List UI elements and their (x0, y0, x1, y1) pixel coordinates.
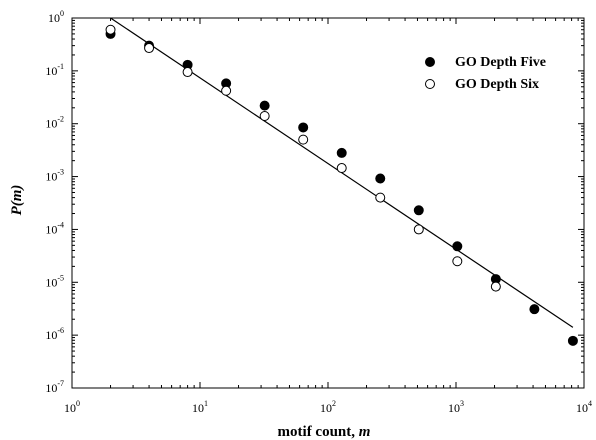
legend-label: GO Depth Five (455, 55, 546, 70)
tick-base: 10 (45, 117, 57, 131)
y-tick-label: 10-5 (45, 273, 64, 289)
data-point-series-2 (413, 224, 424, 235)
data-point-series-1 (567, 335, 578, 346)
legend-marker (425, 57, 435, 67)
y-tick-label: 100 (48, 9, 64, 25)
tick-exponent: 0 (76, 399, 80, 408)
tick-base: 10 (45, 275, 57, 289)
legend-label: GO Depth Six (455, 77, 539, 92)
legend-marker (425, 79, 435, 89)
tick-exponent: -6 (57, 326, 64, 335)
tick-base: 10 (576, 401, 588, 415)
tick-base: 10 (448, 401, 460, 415)
data-point-series-1 (529, 304, 540, 315)
tick-exponent: -4 (57, 220, 64, 229)
data-point-series-2 (452, 256, 463, 267)
data-point-series-2 (144, 43, 155, 54)
data-points-group (105, 24, 578, 346)
data-point-series-2 (375, 192, 386, 203)
data-point-series-2 (490, 281, 501, 292)
tick-base: 10 (45, 381, 57, 395)
y-tick-label: 10-6 (45, 326, 64, 342)
data-point-series-1 (259, 100, 270, 111)
data-point-series-1 (452, 241, 463, 252)
data-point-series-1 (413, 205, 424, 216)
tick-exponent: 3 (460, 399, 464, 408)
tick-exponent: 0 (60, 9, 64, 18)
y-tick-label: 10-3 (45, 168, 64, 184)
data-point-series-1 (336, 147, 347, 158)
tick-base: 10 (64, 401, 76, 415)
tick-exponent: 2 (332, 399, 336, 408)
y-tick-label: 10-4 (45, 220, 64, 236)
y-tick-label: 10-1 (45, 62, 64, 78)
y-tick-label: 10-2 (45, 115, 64, 131)
tick-base: 10 (45, 64, 57, 78)
data-point-series-1 (298, 122, 309, 133)
x-axis-title-variable: m (359, 424, 371, 440)
plot-frame-group (71, 17, 585, 389)
data-point-series-2 (182, 67, 193, 78)
tick-base: 10 (45, 328, 57, 342)
data-point-series-2 (105, 24, 116, 35)
tick-base: 10 (48, 11, 60, 25)
tick-base: 10 (192, 401, 204, 415)
y-tick-label: 10-7 (45, 379, 64, 395)
x-tick-label: 103 (448, 399, 464, 415)
x-tick-label: 104 (576, 399, 592, 415)
x-tick-label: 102 (320, 399, 336, 415)
data-point-series-2 (336, 163, 347, 174)
x-tick-label: 101 (192, 399, 208, 415)
data-point-series-2 (221, 85, 232, 96)
tick-exponent: -5 (57, 273, 64, 282)
data-point-series-1 (375, 173, 386, 184)
tick-exponent: -7 (57, 379, 64, 388)
tick-exponent: 4 (588, 399, 592, 408)
data-point-series-2 (298, 134, 309, 145)
x-tick-label: 100 (64, 399, 80, 415)
tick-exponent: -2 (57, 115, 64, 124)
tick-base: 10 (45, 222, 57, 236)
ticks-group (71, 18, 584, 389)
plot-frame (71, 17, 585, 389)
data-point-series-2 (259, 110, 270, 121)
legend: GO Depth Five GO Depth Six (425, 55, 546, 92)
x-axis-title: motif count, m (278, 424, 371, 440)
tick-base: 10 (320, 401, 332, 415)
x-axis-title-text: motif count, (278, 424, 359, 440)
tick-base: 10 (45, 170, 57, 184)
tick-exponent: -3 (57, 168, 64, 177)
tick-exponent: -1 (57, 62, 64, 71)
tick-exponent: 1 (204, 399, 208, 408)
y-axis-title: P(m) (9, 185, 25, 216)
tick-labels-group: 100 101 102 103 10410010-110-210-310-410-510… (45, 9, 592, 415)
